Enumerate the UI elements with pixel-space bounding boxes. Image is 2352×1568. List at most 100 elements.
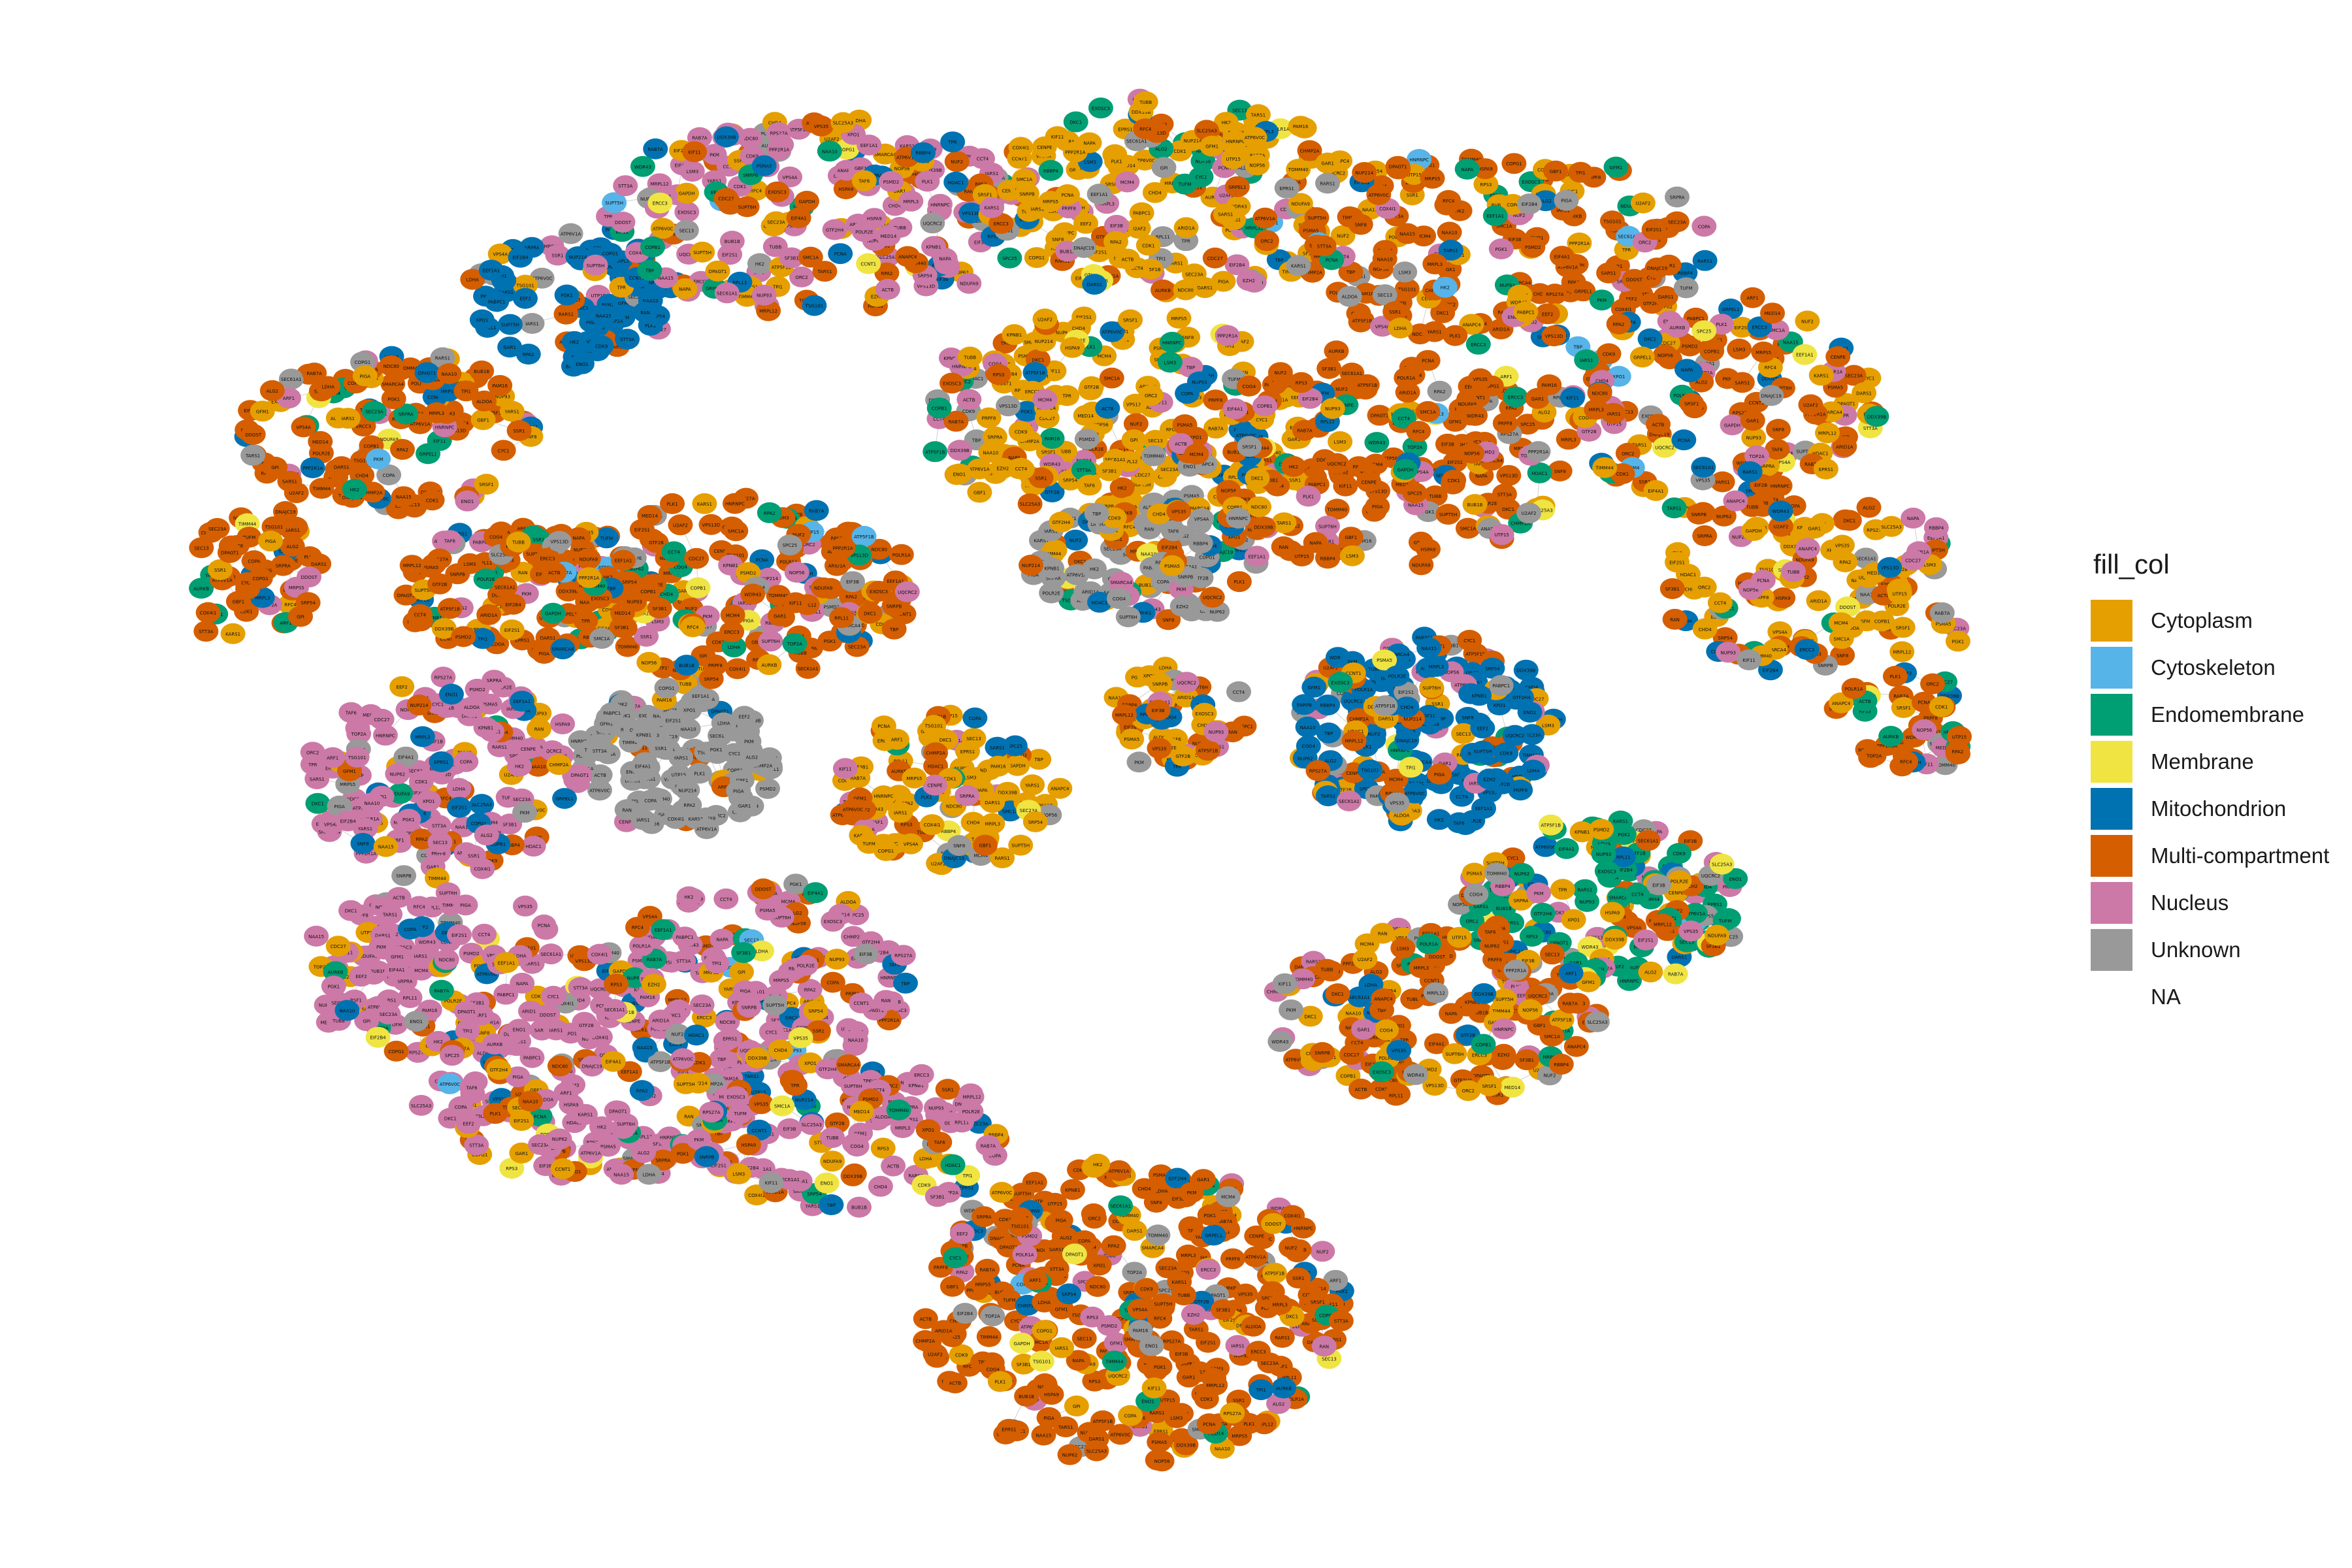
network-node: PGK1 — [321, 975, 346, 997]
node-label: TSG101 — [924, 723, 943, 728]
network-node: KIF11 — [1141, 1377, 1167, 1399]
node-label: GBF1 — [979, 843, 992, 849]
node-label: PKM — [1286, 1008, 1296, 1013]
network-node: EEF2 — [949, 1222, 975, 1244]
network-node: MRPS5 — [970, 1273, 996, 1295]
node-label: RPS27A — [434, 675, 452, 680]
node-label: PSMA5 — [482, 702, 498, 708]
network-node: TUBB — [1315, 958, 1339, 980]
network-node: GBF1 — [972, 834, 998, 856]
node-label: COX4I1 — [1284, 1214, 1301, 1219]
node-label: ATP5F1B — [1093, 1419, 1113, 1424]
node-label: UTP15 — [1452, 936, 1467, 941]
node-label: EIF2S1 — [451, 933, 467, 938]
node-label: SF3B1 — [1520, 1058, 1534, 1063]
node-label: TOP2A — [985, 1314, 1000, 1319]
node-label: COG4 — [1469, 892, 1483, 898]
network-nodes: SNRPBRPL11RPS27APSMA5POLR2ECOG4VPS35UQCR… — [189, 88, 1972, 1472]
node-label: SEC23A — [380, 1012, 398, 1017]
node-label: RPA2 — [956, 1270, 968, 1275]
node-label: LSM3 — [964, 775, 977, 780]
node-label: DKC1 — [312, 802, 324, 807]
node-label: RPL11 — [403, 996, 417, 1001]
network-node: SNRPB — [1310, 1042, 1335, 1063]
network-node: MRPL3 — [980, 813, 1005, 834]
node-label: RAB7A — [1562, 1001, 1578, 1006]
network-node: COPG1 — [874, 840, 898, 861]
node-label: CCT4 — [478, 932, 491, 938]
node-label: TBP — [1034, 757, 1043, 762]
network-node: MRPL12 — [1650, 913, 1675, 935]
network-node: NDC80 — [434, 949, 459, 970]
network-node: COX4I1 — [919, 814, 945, 836]
network-node: DKC1 — [338, 900, 363, 921]
network-node: PIGA — [1036, 1407, 1062, 1428]
node-label: DKC1 — [345, 909, 357, 914]
node-label: CHMP2A — [753, 763, 772, 768]
node-label: SUPT5H — [1013, 1191, 1031, 1196]
node-label: CYC1 — [728, 751, 740, 757]
node-label: DDX39B — [1475, 992, 1494, 997]
network-node: CCT4 — [472, 923, 497, 945]
network-node: EEF1A1 — [1471, 798, 1496, 819]
network-node: CHD4 — [1132, 1178, 1157, 1200]
node-label: RPA2 — [416, 837, 428, 842]
node-label: NOP56 — [1154, 1459, 1170, 1464]
network-node: PGK1 — [1147, 1356, 1173, 1377]
node-label: GTF2H4 — [1512, 695, 1531, 700]
network-node: WDR43 — [1267, 1031, 1293, 1053]
network-node: SRSF1 — [1477, 1075, 1502, 1096]
node-label: GFM1 — [343, 769, 356, 774]
node-label: NAPA — [653, 714, 665, 719]
network-node: COG4 — [1296, 735, 1321, 757]
network-node: DKC1 — [305, 792, 331, 814]
node-label: CDK1 — [618, 713, 630, 719]
node-label: CDK9 — [955, 1353, 968, 1358]
node-label: SEC23A — [1260, 1361, 1279, 1366]
network-node: RARS1 — [1269, 1327, 1295, 1348]
node-label: SEC13 — [1456, 732, 1471, 737]
node-label: PCNA — [877, 724, 890, 729]
network-node: NDUFA9 — [1705, 924, 1729, 946]
node-label: POLR1A — [1420, 942, 1438, 947]
node-label: EIF2S1 — [1398, 690, 1414, 695]
node-label: TOP2A — [1126, 1270, 1142, 1275]
network-node: ENO1 — [1139, 1335, 1164, 1356]
node-label: TOP2A — [350, 732, 366, 737]
node-label: IARS1 — [636, 818, 650, 823]
node-label: TIMM44 — [1105, 1359, 1124, 1364]
node-label: PIGA — [1434, 772, 1445, 777]
node-label: ORC2 — [1088, 1217, 1100, 1222]
network-node: EIF2B4 — [335, 810, 361, 832]
node-label: ATP6V0C — [843, 808, 863, 813]
network-node: PRPF8 — [1220, 1248, 1245, 1269]
network-node: SUPT6H — [1442, 1043, 1467, 1064]
node-label: SF3B1 — [502, 822, 517, 827]
network-node: DARS1 — [980, 792, 1005, 813]
node-label: ANAPC4 — [1567, 1045, 1586, 1050]
network-graph: SNRPBRPL11RPS27APSMA5POLR2ECOG4VPS35UQCR… — [189, 88, 1972, 1472]
node-label: CDK9 — [1673, 851, 1685, 857]
network-node: KIF11 — [832, 758, 858, 779]
network-node: RAN — [1311, 1335, 1337, 1357]
node-label: CHMP2A — [915, 1339, 935, 1344]
node-label: MCM4 — [414, 968, 429, 973]
network-node: ALG2 — [1638, 961, 1663, 983]
network-node: UQCRC2 — [1502, 725, 1527, 746]
network-node: DDX39B — [1471, 983, 1497, 1004]
node-label: DDOST — [1429, 955, 1446, 960]
node-label: PKM — [744, 740, 754, 745]
node-label: COPG1 — [878, 849, 894, 854]
node-label: GAPDH — [1009, 764, 1026, 769]
node-label: HSPA9 — [1044, 1392, 1059, 1397]
network-node: NOP56 — [1149, 1450, 1175, 1472]
node-label: POLR2E — [1388, 674, 1406, 679]
node-label: EEF2 — [739, 714, 750, 719]
network-node: XPO1 — [1086, 1254, 1112, 1276]
node-label: SLC25A3 — [1712, 862, 1732, 868]
network-node: MRPS5 — [902, 767, 927, 789]
node-label: EZH2 — [1187, 1313, 1200, 1318]
node-label: TARS1 — [382, 912, 397, 917]
network-node: NUP62 — [385, 763, 410, 785]
node-label: TARS1 — [1320, 794, 1335, 799]
